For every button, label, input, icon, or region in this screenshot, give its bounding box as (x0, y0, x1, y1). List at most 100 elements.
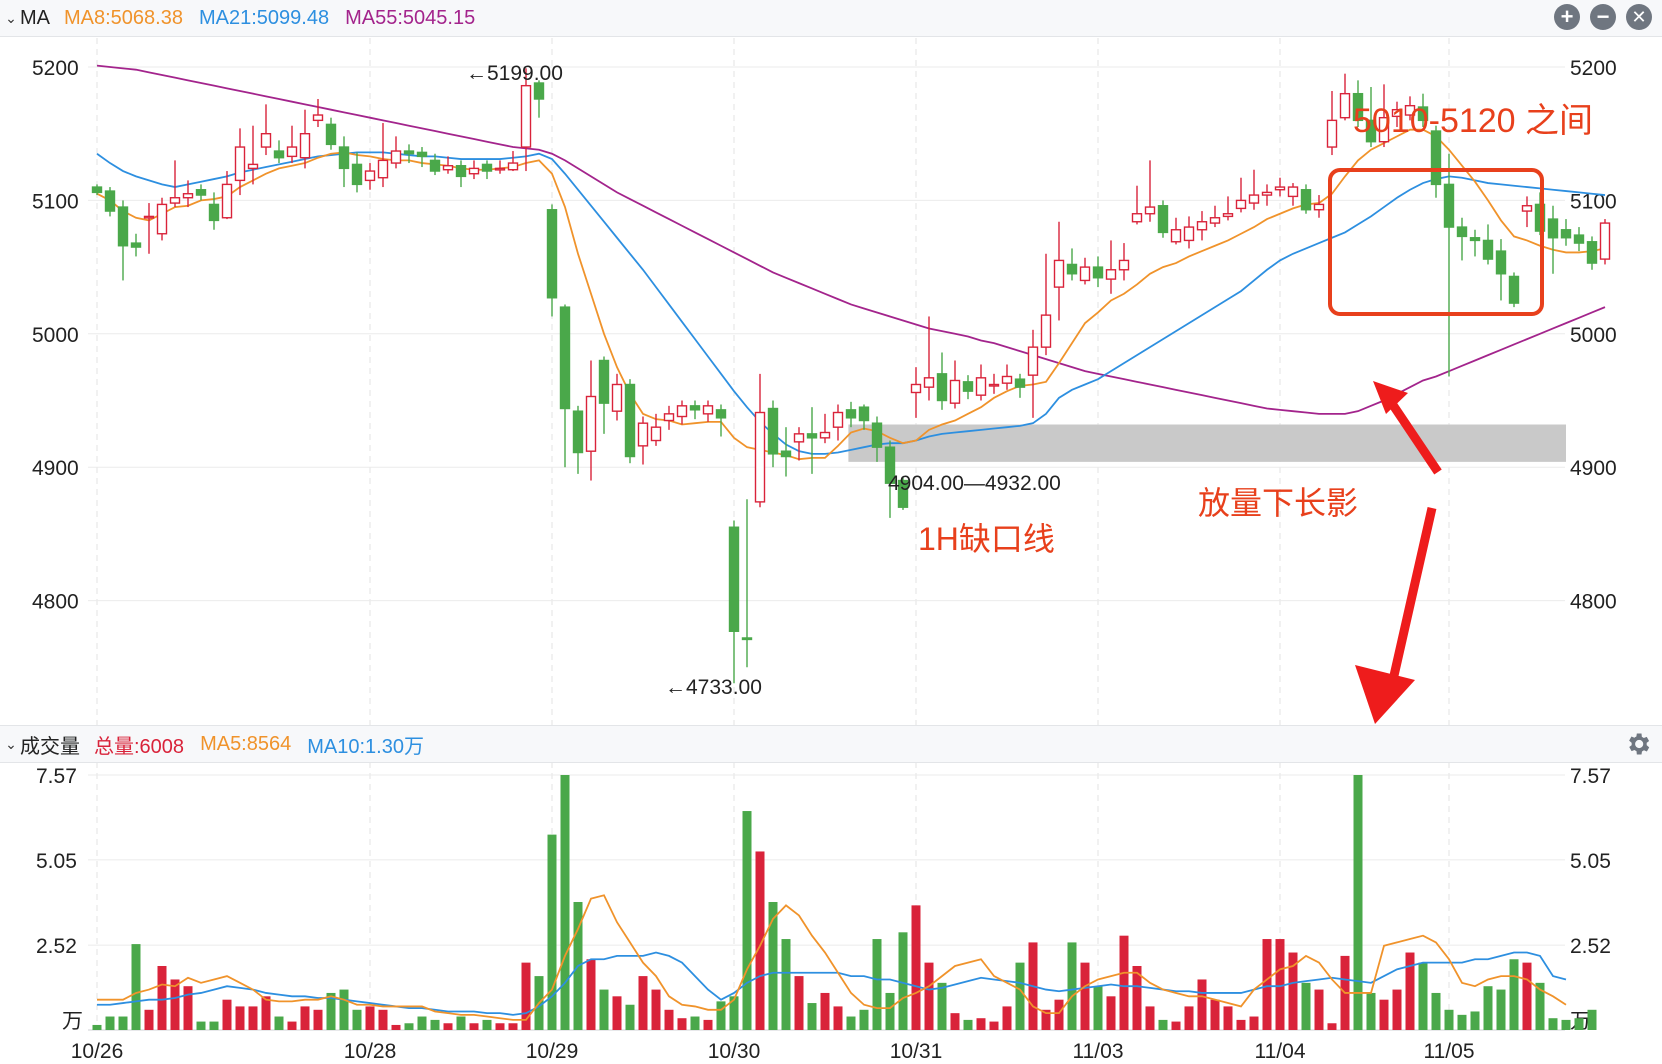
candle-down (1456, 226, 1468, 238)
candle-up (1209, 217, 1221, 224)
collapse-chevron-icon[interactable]: ⌄ (5, 735, 17, 752)
candle-down (533, 82, 545, 100)
x-tick-label: 11/05 (1424, 1040, 1475, 1063)
candle-up (442, 165, 454, 171)
volume-bar (1145, 1006, 1155, 1030)
candle-up (1196, 221, 1208, 231)
volume-bar (924, 962, 934, 1030)
zoom-out-icon[interactable]: − (1590, 4, 1616, 30)
range-box (1328, 168, 1544, 316)
volume-bar (1119, 935, 1129, 1030)
volume-panel-name: 成交量 (20, 735, 80, 758)
gear-icon[interactable] (1624, 730, 1652, 758)
volume-bar (469, 1023, 479, 1030)
candle-up (286, 146, 298, 158)
volume-bar (1093, 986, 1103, 1030)
candle-down (1066, 263, 1078, 275)
volume-bar (768, 901, 778, 1030)
volume-indicator-bar: ⌄ 成交量 总量:6008 MA5:8564 MA10:1.30万 (0, 725, 1662, 763)
candle-down (325, 123, 337, 146)
candle-up (182, 193, 194, 199)
volume-bar (391, 1024, 401, 1030)
candle-up (156, 203, 168, 235)
candle-up (234, 146, 246, 182)
candle-down (195, 189, 207, 196)
candle-down (208, 203, 220, 222)
close-icon[interactable]: ✕ (1626, 4, 1652, 30)
candle-up (377, 159, 389, 179)
volume-bar (612, 996, 622, 1030)
candle-up (819, 431, 831, 439)
candle-up (1313, 203, 1325, 211)
candle-down (1430, 130, 1442, 186)
volume-bar (105, 1016, 115, 1030)
candle-up (637, 422, 649, 447)
candle-down (546, 209, 558, 299)
candle-down (1482, 239, 1494, 260)
volume-bar (196, 1021, 206, 1030)
candle-down (1469, 237, 1481, 242)
volume-bar (404, 1023, 414, 1030)
volume-bar (755, 851, 765, 1030)
volume-bar (859, 1009, 869, 1030)
volume-bar (131, 944, 141, 1030)
candle-down (897, 479, 909, 508)
low-price-label: ←4733.00 (665, 676, 762, 699)
volume-bar (1496, 989, 1506, 1030)
candle-down (728, 526, 740, 632)
volume-bar (339, 989, 349, 1030)
arrow-up-shaft (1387, 399, 1442, 475)
volume-bar (989, 1021, 999, 1030)
volume-bar (976, 1018, 986, 1030)
volume-bar (1249, 1016, 1259, 1030)
volume-bar (183, 986, 193, 1030)
candle-up (1287, 186, 1299, 198)
volume-bar (833, 1006, 843, 1030)
volume-bar (1132, 965, 1142, 1030)
candle-down (1508, 275, 1520, 304)
long-shadow-label: 放量下长影 (1198, 485, 1358, 521)
volume-ma5: MA5:8564 (200, 732, 292, 755)
x-tick-label: 10/31 (890, 1040, 943, 1063)
volume-bar (664, 1009, 674, 1030)
volume-bar (1548, 1018, 1558, 1030)
volume-bar (1353, 775, 1363, 1030)
volume-bar (729, 996, 739, 1030)
volume-total: 总量:6008 (94, 735, 185, 758)
candle-down (338, 146, 350, 170)
candle-down (104, 190, 116, 212)
volume-bar (222, 999, 232, 1030)
volume-bar (1158, 1019, 1168, 1030)
zoom-in-icon[interactable]: + (1554, 4, 1580, 30)
volume-bar (508, 1023, 518, 1030)
volume-bar (781, 939, 791, 1030)
volume-bar (1197, 979, 1207, 1030)
candle-up (1040, 314, 1052, 348)
collapse-chevron-icon[interactable]: ⌄ (5, 9, 17, 26)
volume-bar (1587, 1009, 1597, 1030)
volume-bar (1392, 989, 1402, 1030)
candle-down (780, 450, 792, 458)
candle-down (1443, 183, 1455, 228)
candle-up (754, 411, 766, 503)
candle-up (650, 426, 662, 442)
gap-band (848, 424, 1566, 462)
candle-up (1378, 116, 1390, 143)
candle-up (1001, 375, 1013, 384)
candle-down (91, 186, 103, 194)
y-tick-label-right: 5100 (1570, 190, 1617, 213)
candle-up (585, 395, 597, 452)
volume-bar (456, 1016, 466, 1030)
candle-up (143, 215, 155, 219)
volume-bar (144, 1009, 154, 1030)
candle-down (1014, 378, 1026, 388)
candle-up (169, 197, 181, 204)
volume-bar (417, 1016, 427, 1030)
volume-bar (521, 962, 531, 1030)
candle-up (1339, 92, 1351, 119)
candle-down (741, 637, 753, 641)
volume-bar (937, 982, 947, 1030)
candle-down (1365, 119, 1377, 143)
ma-indicator-bar: ⌄ MA MA8:5068.38 MA21:5099.48 MA55:5045.… (0, 0, 1662, 37)
y-tick-label-left: 5200 (32, 57, 79, 80)
